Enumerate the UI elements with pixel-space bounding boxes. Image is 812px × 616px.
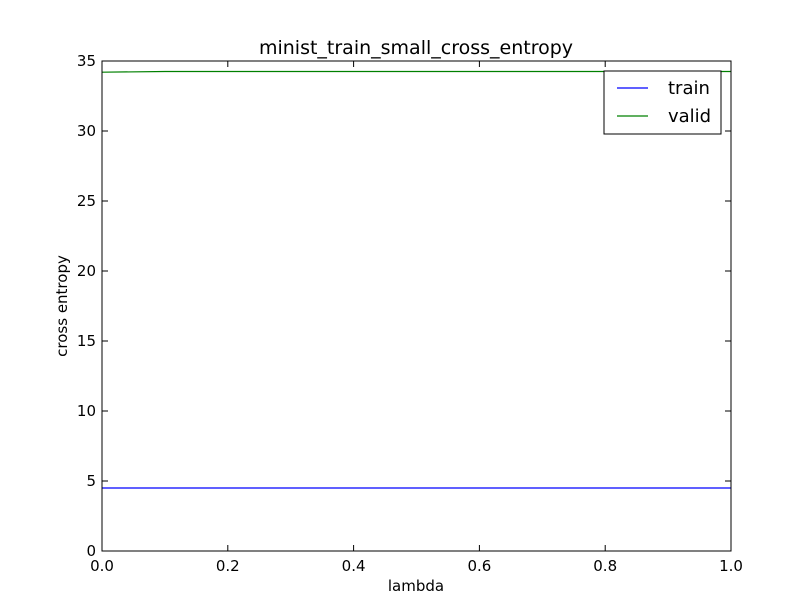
y-tick-label: 0 xyxy=(86,542,96,560)
y-tick-label: 15 xyxy=(77,332,96,350)
y-tick-label: 25 xyxy=(77,192,96,210)
x-tick-label: 0.8 xyxy=(593,557,617,575)
y-tick-label: 10 xyxy=(77,402,96,420)
legend-box xyxy=(603,70,722,135)
legend-label-valid: valid xyxy=(668,106,711,127)
chart-title: minist_train_small_cross_entropy xyxy=(259,37,573,59)
y-tick-label: 20 xyxy=(77,262,96,280)
y-axis-label: cross entropy xyxy=(53,255,71,357)
x-tick-label: 0.2 xyxy=(216,557,240,575)
legend-label-train: train xyxy=(668,78,710,99)
y-tick-label: 30 xyxy=(77,122,96,140)
x-tick-label: 1.0 xyxy=(719,557,743,575)
x-tick-label: 0.4 xyxy=(342,557,366,575)
legend: train valid xyxy=(603,70,722,135)
x-tick-label: 0.0 xyxy=(90,557,114,575)
x-tick-label: 0.6 xyxy=(467,557,491,575)
y-tick-label: 35 xyxy=(77,52,96,70)
tick-layer: 0.0 0.2 0.4 0.6 0.8 1.0 0 5 10 15 20 25 30 35 xyxy=(77,52,743,575)
plot-area-frame xyxy=(101,60,732,552)
x-axis-label: lambda xyxy=(388,577,444,595)
y-tick-label: 5 xyxy=(86,472,96,490)
